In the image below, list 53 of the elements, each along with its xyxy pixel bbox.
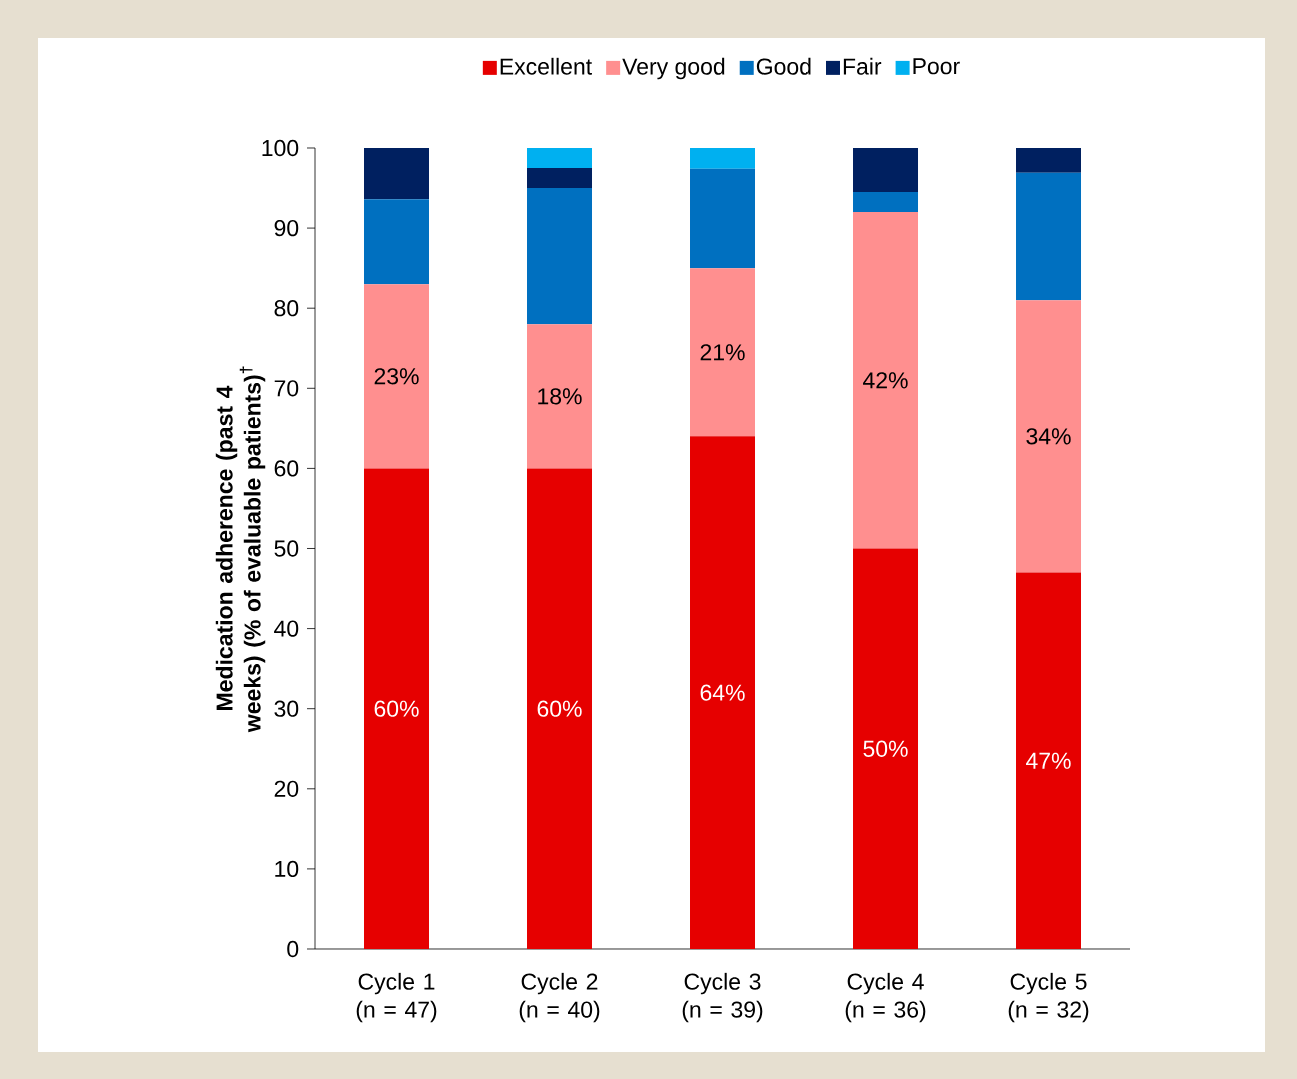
bar [527,147,593,169]
data-label: 50% [863,740,908,757]
y-tick-label: 20 [274,780,299,797]
bar [690,168,756,269]
bar [364,199,430,285]
bar [527,468,593,949]
y-tick-label: 80 [274,300,299,317]
bar [1016,572,1082,949]
y-tick-label: 10 [275,860,299,878]
data-label: 60% [374,700,419,717]
bar [1016,172,1082,301]
bar [690,436,756,949]
bar [364,284,430,469]
y-tick-label: 40 [274,620,299,637]
legend-label: Excellent [500,57,592,75]
x-tick-label: Cycle 2 (n = 40) [519,972,600,1023]
y-tick-label: 60 [274,460,299,477]
bar [527,188,593,325]
bar [853,147,919,193]
legend-label: Fair [843,57,882,75]
bar [527,168,593,189]
x-tick-label: Cycle 4 (n = 36) [845,972,926,1023]
x-tick-label: Cycle 3 (n = 39) [682,972,763,1023]
data-label: 60% [537,700,582,717]
bar [364,147,430,200]
bar [364,468,430,949]
y-axis-title: Medication adherence (past 4 weeks) (% of evaluable patients)$^{†}$ [215,366,266,733]
bar [1016,147,1082,173]
bar [527,324,593,469]
data-label: 42% [863,372,908,389]
x-tick-label: Cycle 1 (n = 47) [356,972,437,1023]
bar [690,268,756,437]
legend-label: Good [756,57,811,75]
data-label: 21% [700,344,745,361]
bar [1016,300,1082,573]
data-label: 23% [374,368,419,385]
data-label: 64% [700,684,745,701]
x-tick-label: Cycle 5 (n = 32) [1008,972,1089,1023]
legend-label: Very good [622,57,725,80]
data-label: 18% [538,388,582,405]
bar [853,548,919,949]
y-tick-label: 70 [274,380,299,397]
y-tick-label: 50 [274,540,299,557]
y-tick-label: 30 [274,700,299,717]
data-label: 34% [1026,428,1071,445]
y-tick-label: 100 [262,139,299,157]
y-tick-label: 0 [287,940,299,958]
bar [853,212,919,549]
legend-label: Poor [913,58,960,75]
data-label: 47% [1026,752,1071,769]
bar [853,192,919,213]
bar [690,147,756,169]
y-tick-label: 90 [274,219,299,237]
